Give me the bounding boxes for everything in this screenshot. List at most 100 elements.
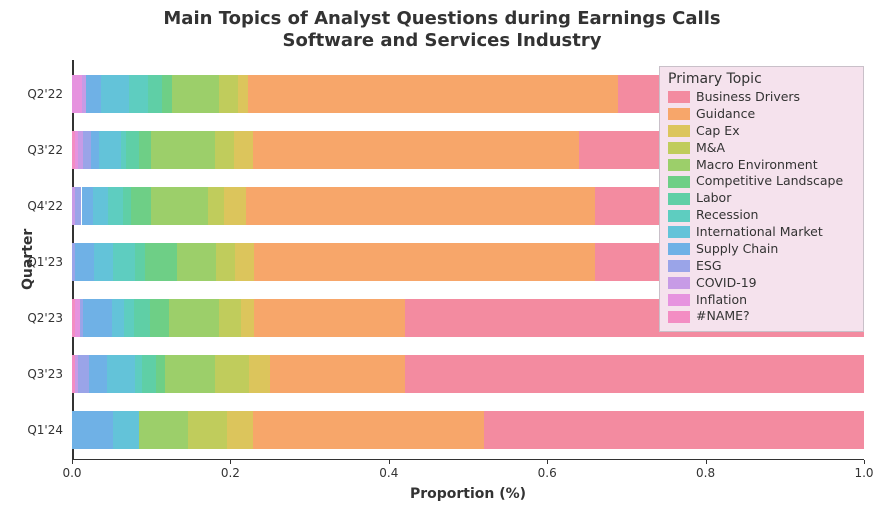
bar-segment — [91, 131, 99, 169]
bar-segment — [234, 131, 253, 169]
legend-label: Inflation — [696, 292, 747, 309]
bar-segment — [188, 411, 228, 449]
x-axis-label: Proportion (%) — [410, 486, 526, 502]
bar-segment — [145, 243, 177, 281]
bar-segment — [216, 243, 235, 281]
bar-segment — [208, 187, 224, 225]
chart-title: Main Topics of Analyst Questions during … — [0, 8, 884, 51]
bar-segment — [215, 131, 234, 169]
bar-segment — [270, 355, 405, 393]
bar-segment — [108, 187, 122, 225]
bar-segment — [134, 299, 150, 337]
x-tick — [389, 460, 390, 464]
legend-label: ESG — [696, 258, 722, 275]
bar-segment — [82, 187, 93, 225]
legend-swatch — [668, 176, 690, 188]
y-tick-label: Q3'22 — [27, 143, 63, 157]
bar-segment — [107, 355, 136, 393]
legend-item: Supply Chain — [668, 241, 855, 258]
y-tick-label: Q2'23 — [27, 311, 63, 325]
x-tick-label: 0.0 — [62, 466, 81, 480]
legend-label: Guidance — [696, 106, 755, 123]
legend-label: Competitive Landscape — [696, 173, 843, 190]
bar-segment — [238, 75, 248, 113]
legend-swatch — [668, 193, 690, 205]
legend: Primary Topic Business DriversGuidanceCa… — [659, 66, 864, 332]
legend-item: M&A — [668, 140, 855, 157]
bar-segment — [248, 75, 619, 113]
bar-segment — [101, 75, 130, 113]
bar-segment — [94, 243, 113, 281]
legend-swatch — [668, 311, 690, 323]
legend-swatch — [668, 294, 690, 306]
legend-item: Labor — [668, 190, 855, 207]
bar-segment — [142, 355, 156, 393]
bar-segment — [253, 411, 484, 449]
bar-segment — [405, 355, 864, 393]
legend-swatch — [668, 159, 690, 171]
legend-label: Business Drivers — [696, 89, 800, 106]
legend-swatch — [668, 210, 690, 222]
legend-swatch — [668, 108, 690, 120]
legend-label: Supply Chain — [696, 241, 778, 258]
bar-segment — [124, 299, 134, 337]
legend-item: Guidance — [668, 106, 855, 123]
legend-item: Cap Ex — [668, 123, 855, 140]
bar-segment — [99, 131, 121, 169]
bar-segment — [113, 411, 138, 449]
bar-segment — [83, 131, 91, 169]
y-tick-label: Q4'22 — [27, 199, 63, 213]
legend-swatch — [668, 91, 690, 103]
x-tick — [547, 460, 548, 464]
bar-segment — [72, 411, 113, 449]
legend-item: International Market — [668, 224, 855, 241]
bar-segment — [227, 411, 252, 449]
bar-segment — [151, 187, 208, 225]
bar-row — [72, 411, 864, 449]
x-tick-label: 0.2 — [221, 466, 240, 480]
legend-label: Cap Ex — [696, 123, 740, 140]
bar-segment — [224, 187, 246, 225]
bar-segment — [246, 187, 594, 225]
bar-segment — [156, 355, 166, 393]
bar-segment — [89, 355, 106, 393]
legend-item: Macro Environment — [668, 157, 855, 174]
chart-container: Main Topics of Analyst Questions during … — [0, 0, 884, 517]
chart-title-line1: Main Topics of Analyst Questions during … — [163, 8, 720, 29]
y-tick-label: Q1'24 — [27, 423, 63, 437]
bar-segment — [131, 187, 152, 225]
bar-segment — [219, 75, 238, 113]
legend-swatch — [668, 260, 690, 272]
legend-swatch — [668, 226, 690, 238]
legend-item: Competitive Landscape — [668, 173, 855, 190]
bar-segment — [165, 355, 214, 393]
legend-swatch — [668, 243, 690, 255]
legend-label: International Market — [696, 224, 823, 241]
legend-label: COVID-19 — [696, 275, 757, 292]
bar-segment — [162, 75, 172, 113]
bar-segment — [253, 131, 579, 169]
x-tick — [864, 460, 865, 464]
bar-segment — [249, 355, 270, 393]
bar-segment — [112, 299, 125, 337]
legend-label: Macro Environment — [696, 157, 818, 174]
legend-item: Business Drivers — [668, 89, 855, 106]
y-tick-label: Q3'23 — [27, 367, 63, 381]
legend-item: Inflation — [668, 292, 855, 309]
bar-segment — [254, 243, 595, 281]
x-tick — [72, 460, 73, 464]
legend-item: COVID-19 — [668, 275, 855, 292]
legend-title: Primary Topic — [668, 71, 855, 87]
bar-row — [72, 355, 864, 393]
bar-segment — [72, 75, 82, 113]
legend-label: M&A — [696, 140, 725, 157]
legend-label: #NAME? — [696, 308, 750, 325]
legend-item: ESG — [668, 258, 855, 275]
bar-segment — [151, 131, 214, 169]
legend-swatch — [668, 125, 690, 137]
y-axis-label: Quarter — [20, 229, 36, 290]
x-tick-label: 0.6 — [538, 466, 557, 480]
bar-segment — [135, 243, 145, 281]
x-tick-label: 0.8 — [696, 466, 715, 480]
bar-segment — [86, 75, 100, 113]
